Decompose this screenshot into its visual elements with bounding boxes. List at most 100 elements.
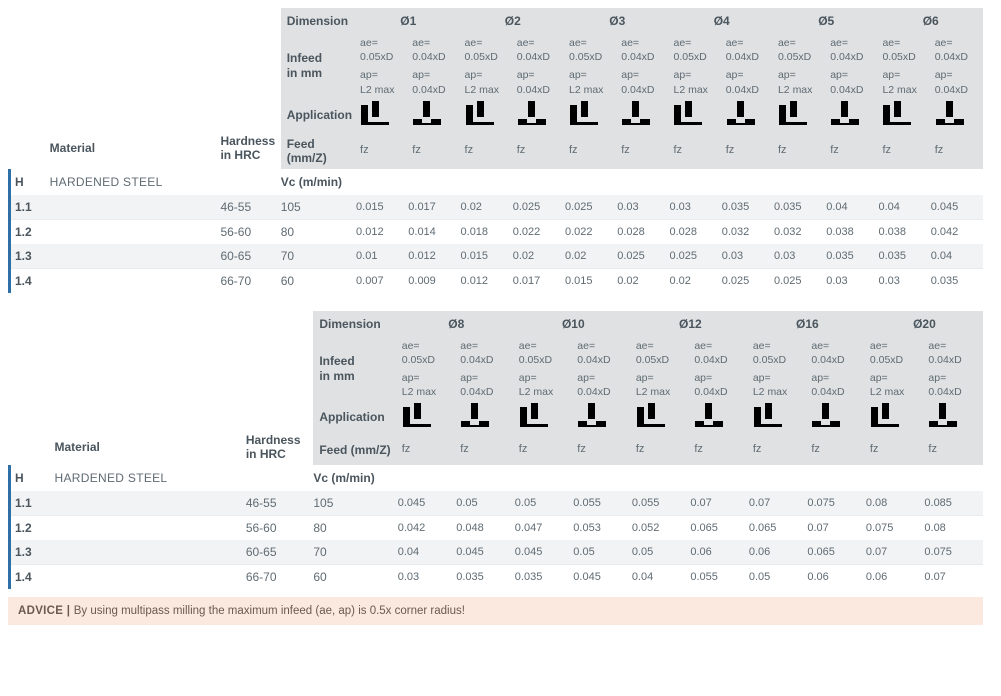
row-fz: 0.055	[690, 565, 749, 590]
row-hrc: 60-65	[246, 540, 314, 565]
header-material: Material	[55, 433, 246, 465]
row-index: 1.2	[10, 516, 55, 541]
material-name: HARDENED STEEL	[55, 465, 246, 491]
row-fz: 0.02	[565, 244, 617, 269]
infeed-ae-a: ae=0.05xD	[878, 34, 930, 66]
row-fz: 0.08	[924, 516, 983, 541]
row-fz: 0.017	[513, 268, 565, 293]
feed-fz-header: fz	[456, 433, 515, 465]
diameter-header: Ø1	[356, 8, 460, 34]
application-slot-icon	[924, 401, 983, 433]
row-fz: 0.007	[356, 268, 408, 293]
infeed-ap-a: ap=L2 max	[515, 369, 574, 401]
header-hardness: Hardnessin HRC	[246, 433, 314, 465]
row-vc: 60	[313, 565, 397, 590]
infeed-ap-b: ap=0.04xD	[722, 66, 774, 98]
row-fz: 0.02	[513, 244, 565, 269]
row-fz: 0.03	[774, 244, 826, 269]
infeed-ae-b: ae=0.04xD	[690, 337, 749, 369]
feed-fz-header: fz	[924, 433, 983, 465]
feed-fz-header: fz	[573, 433, 632, 465]
feed-fz-header: fz	[632, 433, 691, 465]
diameter-header: Ø10	[515, 311, 632, 337]
row-fz: 0.038	[878, 219, 930, 244]
application-side-icon	[515, 401, 574, 433]
infeed-ap-a: ap=L2 max	[461, 66, 513, 98]
infeed-ae-a: ae=0.05xD	[398, 337, 457, 369]
feed-fz-header: fz	[356, 131, 408, 169]
row-hrc: 46-55	[246, 491, 314, 516]
row-vc: 105	[313, 491, 397, 516]
row-fz: 0.02	[669, 268, 721, 293]
row-fz: 0.04	[398, 540, 457, 565]
row-fz: 0.07	[866, 540, 925, 565]
feed-fz-header: fz	[461, 131, 513, 169]
application-side-icon	[774, 99, 826, 131]
infeed-ae-a: ae=0.05xD	[749, 337, 808, 369]
row-fz: 0.045	[398, 491, 457, 516]
infeed-ap-a: ap=L2 max	[774, 66, 826, 98]
infeed-ae-a: ae=0.05xD	[515, 337, 574, 369]
row-fz: 0.045	[931, 195, 983, 220]
diameter-header: Ø4	[669, 8, 773, 34]
row-fz: 0.07	[749, 491, 808, 516]
header-application: Application	[281, 99, 356, 131]
row-fz: 0.025	[669, 244, 721, 269]
row-fz: 0.03	[878, 268, 930, 293]
row-fz: 0.08	[866, 491, 925, 516]
row-fz: 0.009	[408, 268, 460, 293]
application-slot-icon	[690, 401, 749, 433]
row-fz: 0.04	[931, 244, 983, 269]
application-side-icon	[749, 401, 808, 433]
row-fz: 0.053	[573, 516, 632, 541]
application-slot-icon	[408, 99, 460, 131]
application-slot-icon	[513, 99, 565, 131]
application-side-icon	[866, 401, 925, 433]
infeed-ae-a: ae=0.05xD	[632, 337, 691, 369]
row-fz: 0.07	[690, 491, 749, 516]
row-fz: 0.065	[749, 516, 808, 541]
row-fz: 0.047	[515, 516, 574, 541]
row-index: 1.4	[10, 268, 50, 293]
row-fz: 0.035	[774, 195, 826, 220]
table-row: 1.146-551050.0150.0170.020.0250.0250.030…	[10, 195, 984, 220]
application-slot-icon	[617, 99, 669, 131]
infeed-ap-b: ap=0.04xD	[807, 369, 866, 401]
row-fz: 0.035	[931, 268, 983, 293]
row-fz: 0.035	[456, 565, 515, 590]
feed-fz-header: fz	[669, 131, 721, 169]
infeed-ae-a: ae=0.05xD	[774, 34, 826, 66]
row-fz: 0.015	[356, 195, 408, 220]
diameter-header: Ø2	[461, 8, 565, 34]
row-fz: 0.048	[456, 516, 515, 541]
row-hrc: 66-70	[220, 268, 280, 293]
infeed-ae-b: ae=0.04xD	[826, 34, 878, 66]
row-fz: 0.012	[356, 219, 408, 244]
row-fz: 0.025	[513, 195, 565, 220]
row-fz: 0.035	[515, 565, 574, 590]
cutting-data-table-1: DimensionØ1Ø2Ø3Ø4Ø5Ø6Infeedin mmae=0.05x…	[8, 8, 983, 293]
row-fz: 0.055	[573, 491, 632, 516]
application-side-icon	[632, 401, 691, 433]
row-fz: 0.012	[461, 268, 513, 293]
feed-fz-header: fz	[565, 131, 617, 169]
row-fz: 0.025	[617, 244, 669, 269]
material-group-code: H	[10, 169, 50, 195]
infeed-ae-a: ae=0.05xD	[356, 34, 408, 66]
application-slot-icon	[573, 401, 632, 433]
infeed-ap-a: ap=L2 max	[749, 369, 808, 401]
row-vc: 80	[281, 219, 356, 244]
row-fz: 0.01	[356, 244, 408, 269]
row-index: 1.1	[10, 195, 50, 220]
row-fz: 0.015	[461, 244, 513, 269]
infeed-ae-b: ae=0.04xD	[931, 34, 983, 66]
row-fz: 0.042	[398, 516, 457, 541]
row-fz: 0.035	[722, 195, 774, 220]
row-fz: 0.02	[461, 195, 513, 220]
infeed-ae-b: ae=0.04xD	[807, 337, 866, 369]
row-fz: 0.075	[924, 540, 983, 565]
feed-fz-header: fz	[513, 131, 565, 169]
row-fz: 0.02	[617, 268, 669, 293]
row-fz: 0.035	[826, 244, 878, 269]
row-fz: 0.05	[515, 491, 574, 516]
